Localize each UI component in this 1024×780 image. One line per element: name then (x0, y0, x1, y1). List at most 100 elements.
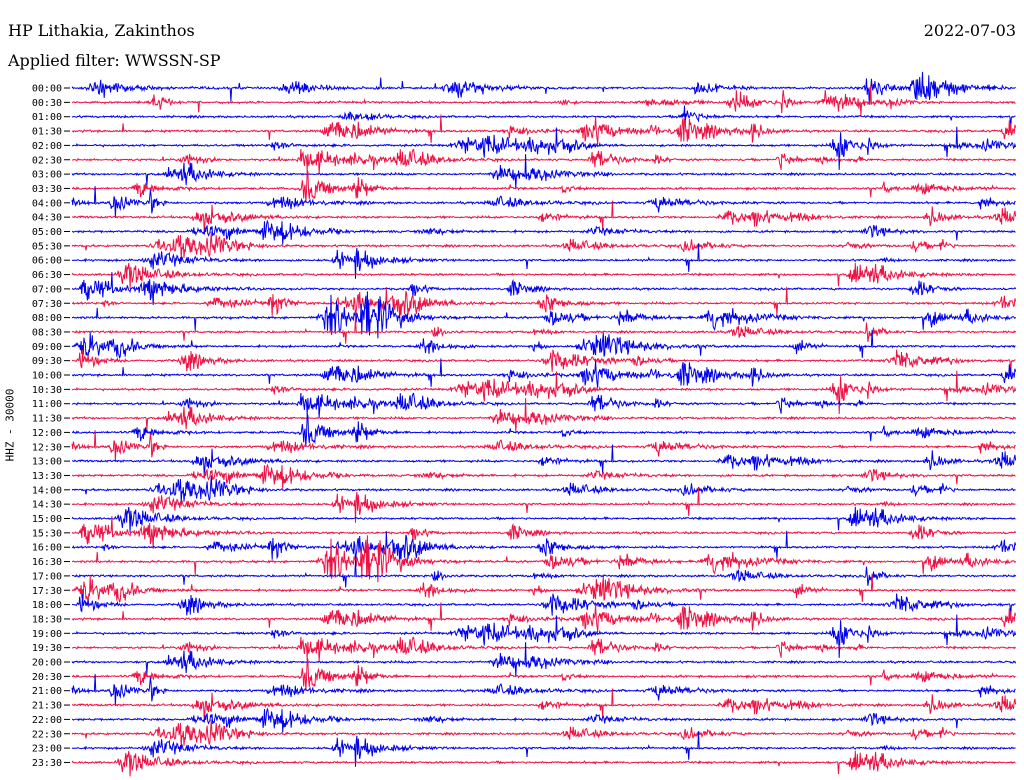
trace-line (71, 430, 1016, 462)
trace-line (71, 272, 1017, 306)
tick-label: 12:00 (32, 428, 62, 439)
tick-label: 01:30 (32, 127, 62, 138)
trace-line (71, 126, 1017, 170)
trace-line (71, 84, 1016, 116)
tick-label: 15:00 (32, 514, 62, 525)
tick-label: 21:00 (32, 686, 62, 697)
tick-label: 18:00 (32, 600, 62, 611)
tick-label: 03:30 (32, 184, 62, 195)
date-label: 2022-07-03 (923, 21, 1016, 40)
trace-line (71, 602, 1017, 632)
trace-line (71, 475, 1016, 503)
tick-label: 08:00 (32, 313, 62, 324)
trace-line (71, 286, 1017, 319)
trace-line (71, 114, 1017, 144)
tick-label: 11:30 (32, 414, 62, 425)
trace-line (72, 392, 1016, 418)
tick-label: 15:30 (32, 528, 62, 539)
tick-label: 20:30 (32, 672, 62, 683)
trace-line (71, 642, 1017, 677)
tick-label: 13:00 (32, 457, 62, 468)
tick-label: 22:30 (32, 729, 62, 740)
trace-line (71, 573, 1016, 603)
tick-label: 11:00 (32, 399, 62, 410)
trace-line (71, 614, 1017, 658)
tick-label: 06:30 (32, 270, 62, 281)
trace-line (71, 231, 1016, 259)
trace-line (71, 291, 1017, 339)
trace-line (72, 444, 1017, 478)
tick-label: 08:30 (32, 327, 62, 338)
trace-line (71, 329, 1016, 359)
trace-line (71, 707, 1016, 733)
trace-line (71, 168, 1016, 203)
tick-label: 18:30 (32, 614, 62, 625)
time-tick-labels: 00:00 00:30 01:00 01:30 02:00 02:30 03:00 03:30… (32, 84, 70, 769)
tick-label: 07:00 (32, 284, 62, 295)
tick-label: 19:00 (32, 629, 62, 640)
tick-label: 16:00 (32, 543, 62, 554)
tick-label: 04:00 (32, 198, 62, 209)
trace-line (71, 530, 1017, 563)
trace-line (71, 731, 1016, 767)
tick-label: 00:30 (32, 98, 62, 109)
tick-label: 06:00 (32, 256, 62, 267)
tick-label: 14:30 (32, 500, 62, 511)
tick-label: 21:30 (32, 701, 62, 712)
tick-label: 01:00 (32, 112, 62, 123)
trace-line (71, 315, 1017, 344)
tick-label: 22:00 (32, 715, 62, 726)
tick-label: 16:30 (32, 557, 62, 568)
tick-label: 03:00 (32, 170, 62, 181)
tick-label: 17:00 (32, 571, 62, 582)
tick-label: 10:30 (32, 385, 62, 396)
trace-line (71, 398, 1017, 433)
tick-label: 09:30 (32, 356, 62, 367)
tick-label: 09:00 (32, 342, 62, 353)
trace-line (71, 688, 1017, 722)
trace-line (71, 200, 1017, 234)
trace-line (71, 463, 1016, 489)
trace-line (71, 656, 1016, 691)
trace-line (71, 516, 1017, 549)
seismic-traces (71, 71, 1017, 777)
trace-line (71, 487, 1016, 523)
trace-line (71, 506, 1016, 533)
trace-line (71, 750, 1016, 777)
trace-line (71, 243, 1016, 279)
trace-line (72, 370, 1017, 414)
filter-label: Applied filter: WWSSN-SP (8, 51, 221, 70)
tick-label: 19:30 (32, 643, 62, 654)
tick-label: 14:00 (32, 485, 62, 496)
tick-label: 10:00 (32, 371, 62, 382)
trace-line (71, 719, 1016, 747)
trace-line (72, 535, 1017, 583)
tick-label: 04:30 (32, 213, 62, 224)
trace-line (71, 673, 1016, 706)
tick-label: 05:00 (32, 227, 62, 238)
tick-label: 02:30 (32, 155, 62, 166)
trace-line (71, 358, 1017, 388)
tick-label: 13:30 (32, 471, 62, 482)
trace-line (71, 636, 1016, 662)
trace-line (71, 148, 1016, 174)
tick-label: 00:00 (32, 84, 62, 95)
trace-line (71, 349, 1016, 373)
trace-line (71, 593, 1016, 617)
tick-label: 23:00 (32, 744, 62, 755)
trace-line (71, 71, 1016, 105)
trace-line (71, 412, 1016, 447)
tick-label: 12:30 (32, 442, 62, 453)
tick-label: 02:00 (32, 141, 62, 152)
tick-label: 07:30 (32, 299, 62, 310)
trace-line (71, 559, 1017, 588)
trace-line (71, 262, 1016, 289)
tick-label: 17:30 (32, 586, 62, 597)
tick-label: 05:30 (32, 241, 62, 252)
trace-line (71, 186, 1016, 219)
tick-label: 20:00 (32, 658, 62, 669)
trace-line (71, 219, 1016, 245)
trace-line (71, 105, 1016, 129)
